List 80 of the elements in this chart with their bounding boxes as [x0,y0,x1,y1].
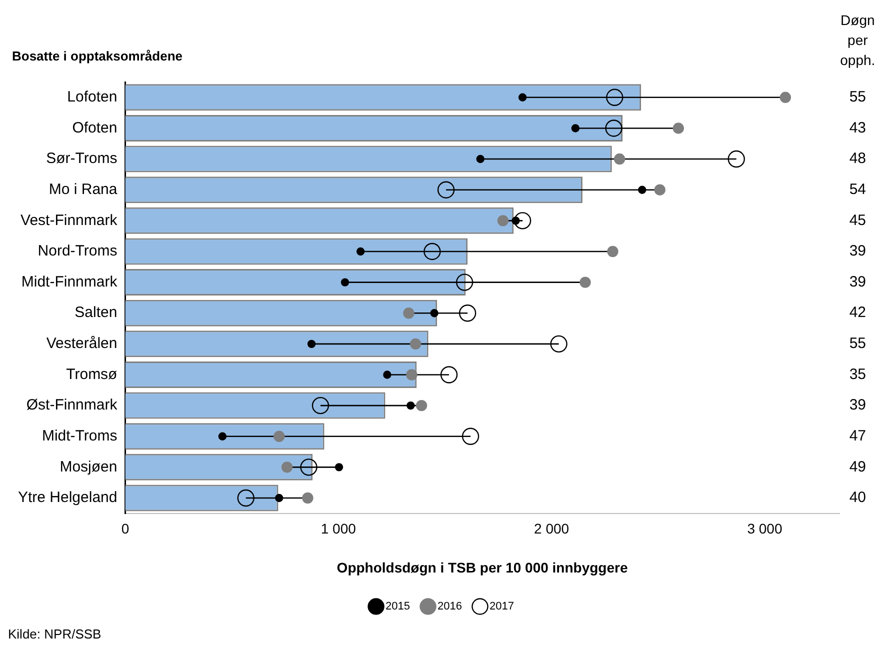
point [307,340,316,348]
y-tick-label: Midt-Troms [42,428,118,445]
point [654,184,666,196]
legend-label: 2016 [438,600,462,613]
point [275,494,284,502]
y-tick-label: Lofoten [67,88,118,106]
point [237,489,254,507]
x-axis-title: Oppholdsdøgn i TSB per 10 000 innbyggere [336,559,628,576]
y2-tick-label: 43 [849,119,866,136]
point [383,370,392,379]
y2-tick-label: 47 [849,428,866,445]
legend-label: 2015 [386,600,410,613]
point [334,463,344,472]
y2-tick-label: 45 [849,212,866,229]
point [403,308,414,319]
point [437,181,455,198]
point [458,304,476,322]
y2-tick-label: 39 [849,396,866,414]
point [456,274,474,291]
point [340,278,350,286]
y-tick-label: Midt-Finnmark [21,273,118,290]
y2-tick-label: 49 [849,458,866,476]
point [406,369,418,380]
x-tick-label: 0 [121,520,130,537]
point [430,309,438,318]
y2-tick-label: 55 [849,88,866,106]
y-tick-label: Ytre Helgeland [18,489,118,506]
point [638,186,646,194]
y2-tick-label: 55 [849,335,866,352]
point [302,492,314,504]
y-tick-label: Mosjøen [60,458,118,476]
legend-label: 2017 [489,600,514,613]
point [218,432,227,440]
point [274,430,285,442]
point [497,215,509,226]
point [312,396,330,414]
point [614,153,626,165]
point [356,247,365,256]
y2-axis-title: Døgn per opph. [840,12,876,68]
point [462,428,480,445]
point [580,276,591,288]
y2-tick-label: 39 [849,273,866,290]
y-tick-label: Vest-Finnmark [20,212,118,229]
y2-tick-label: 40 [849,489,866,506]
point [424,242,441,260]
point [440,366,458,384]
point [605,120,622,137]
x-tick-label: 1 000 [320,520,356,537]
y-tick-label: Sør-Troms [46,150,118,168]
point [410,338,422,350]
point [672,122,684,134]
y-tick-label: Nord-Troms [38,242,118,260]
y2-tick-label: 54 [849,180,866,198]
y2-tick-label: 35 [849,366,866,383]
point [300,458,318,476]
point [780,92,791,104]
point [606,88,624,106]
point [476,154,484,164]
point [571,124,580,132]
y-tick-label: Vesterålen [46,335,118,352]
y-tick-label: Salten [74,304,118,322]
y2-tick-label: 42 [849,304,866,322]
y-tick-label: Mo i Rana [48,180,118,198]
point [416,400,428,412]
y2-tick-label: 39 [849,242,866,260]
point [728,150,745,168]
text: Kilde: NPR/SSB [8,626,102,642]
point [518,93,527,102]
point [550,335,568,353]
point [406,401,415,410]
point [607,246,618,258]
point [514,212,532,230]
y-tick-label: Ofoten [72,119,118,136]
y2-tick-label: 48 [849,150,866,168]
y-tick-label: Øst-Finnmark [26,396,118,414]
y-tick-label: Tromsø [66,366,118,383]
y-axis-title: Bosatte i opptaksområdene [12,48,182,64]
x-tick-label: 3 000 [747,520,782,537]
point [281,462,293,473]
x-tick-label: 2 000 [534,520,570,537]
